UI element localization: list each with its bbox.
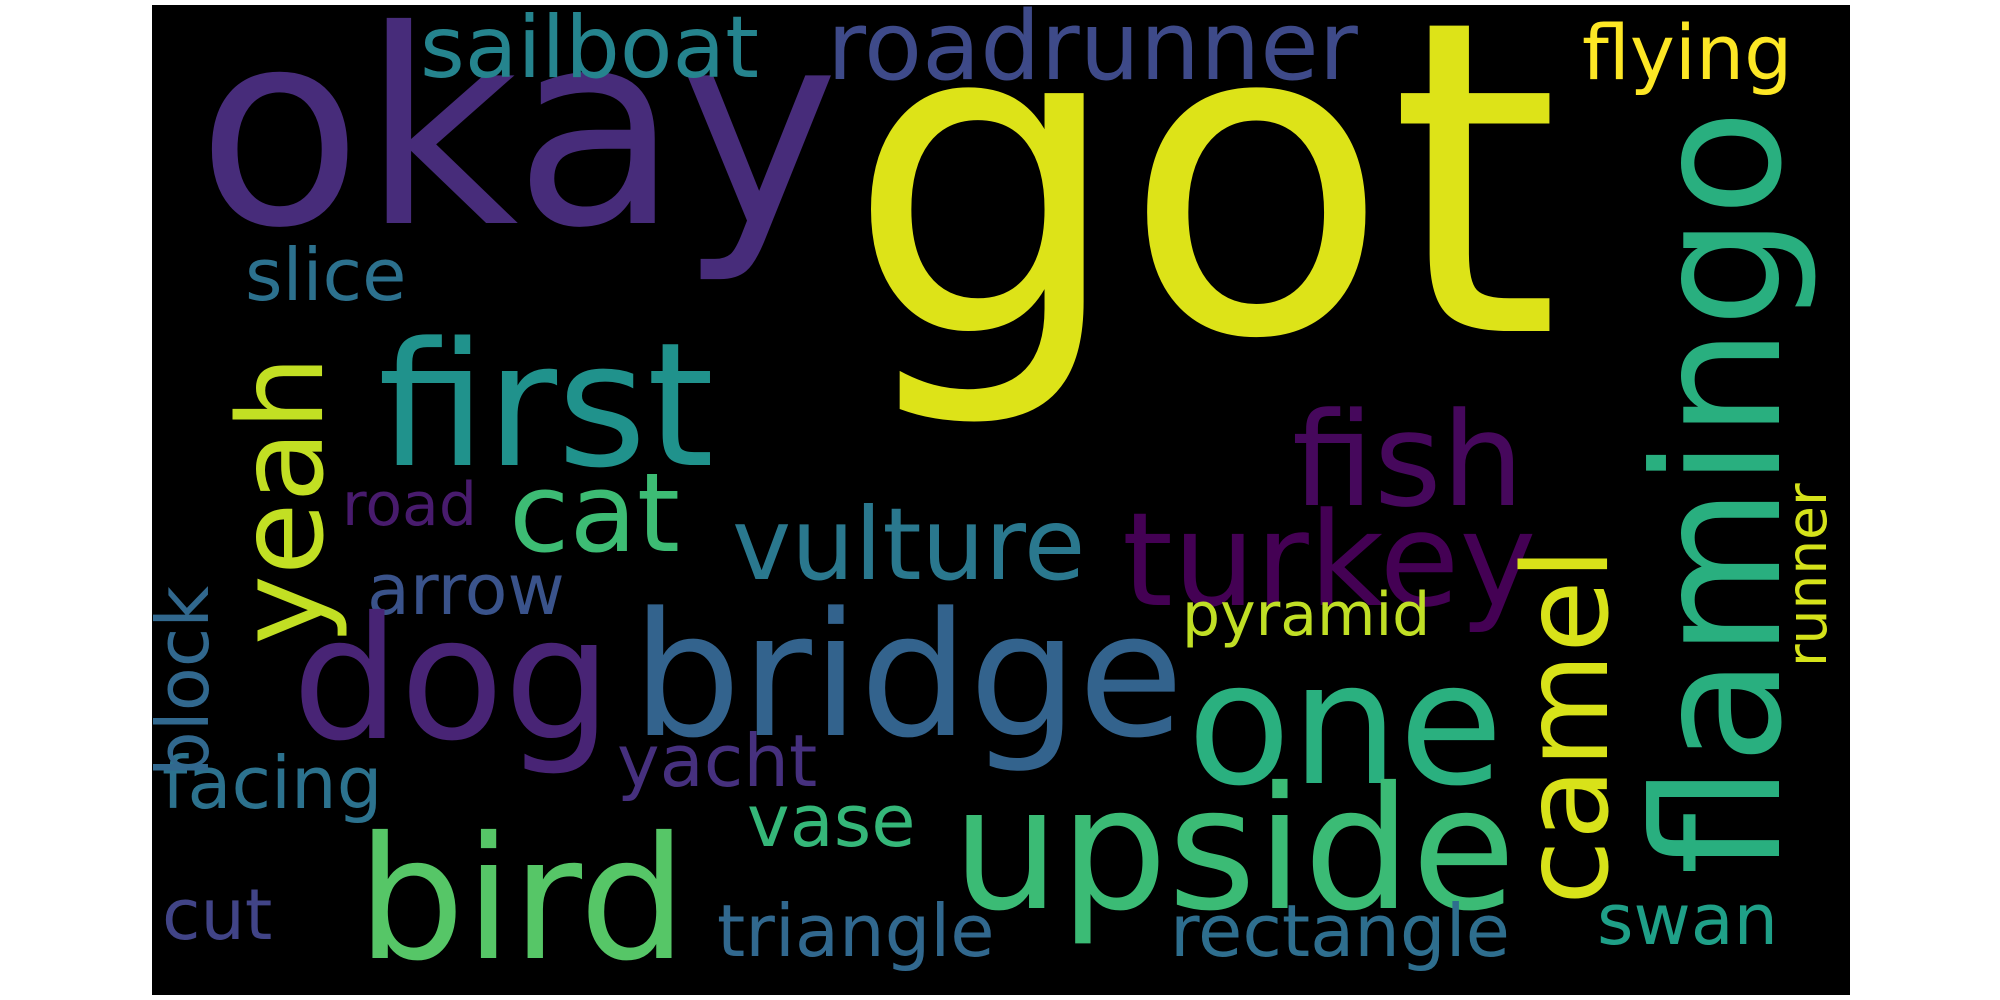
word-dog: dog bbox=[292, 581, 612, 779]
word-camel: camel bbox=[1497, 547, 1635, 905]
word-roadrunner: roadrunner bbox=[827, 5, 1358, 102]
word-upside: upside bbox=[952, 751, 1516, 949]
word-bird: bird bbox=[357, 801, 687, 995]
word-yacht: yacht bbox=[617, 719, 818, 803]
word-cat: cat bbox=[509, 449, 681, 577]
word-block: block bbox=[152, 585, 225, 777]
word-yeah: yeah bbox=[212, 355, 350, 645]
word-sailboat: sailboat bbox=[420, 5, 759, 98]
word-swan: swan bbox=[1597, 879, 1778, 961]
word-okay: okay bbox=[197, 5, 840, 287]
word-got: got bbox=[847, 5, 1560, 434]
word-turkey: turkey bbox=[1122, 484, 1537, 636]
word-one: one bbox=[1187, 626, 1504, 824]
word-triangle: triangle bbox=[717, 889, 995, 973]
word-slice: slice bbox=[245, 233, 407, 317]
word-arrow: arrow bbox=[367, 549, 565, 631]
word-facing: facing bbox=[162, 741, 383, 825]
word-rectangle: rectangle bbox=[1170, 889, 1510, 973]
word-flying: flying bbox=[1582, 8, 1793, 97]
word-cut: cut bbox=[162, 874, 273, 956]
word-runner: runner bbox=[1775, 483, 1839, 667]
word-first: first bbox=[378, 305, 715, 506]
word-road: road bbox=[342, 470, 477, 540]
word-cloud-panel: got okay roadrunner sailboat flying slic… bbox=[152, 5, 1850, 995]
word-pyramid: pyramid bbox=[1182, 580, 1431, 650]
word-vulture: vulture bbox=[732, 486, 1086, 603]
word-vase: vase bbox=[747, 779, 916, 863]
word-fish: fish bbox=[1292, 384, 1525, 536]
word-bridge: bridge bbox=[632, 575, 1184, 776]
